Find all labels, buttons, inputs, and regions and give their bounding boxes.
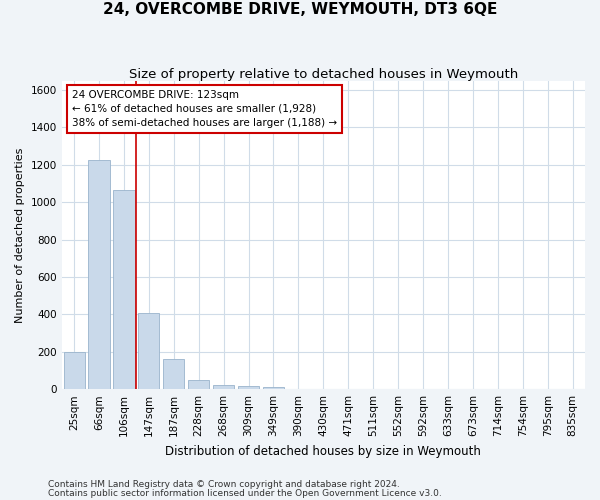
Text: Contains public sector information licensed under the Open Government Licence v3: Contains public sector information licen… (48, 488, 442, 498)
Bar (188, 380, 209, 389)
Text: 24 OVERCOMBE DRIVE: 123sqm
← 61% of detached houses are smaller (1,928)
38% of s: 24 OVERCOMBE DRIVE: 123sqm ← 61% of deta… (72, 90, 337, 128)
Y-axis label: Number of detached properties: Number of detached properties (15, 147, 25, 322)
Bar (238, 386, 259, 389)
Bar (138, 314, 160, 389)
Bar (113, 190, 134, 389)
Bar (88, 160, 110, 389)
Bar (213, 386, 234, 389)
Bar (263, 388, 284, 389)
Text: 24, OVERCOMBE DRIVE, WEYMOUTH, DT3 6QE: 24, OVERCOMBE DRIVE, WEYMOUTH, DT3 6QE (103, 2, 497, 18)
Title: Size of property relative to detached houses in Weymouth: Size of property relative to detached ho… (129, 68, 518, 80)
Text: Contains HM Land Registry data © Crown copyright and database right 2024.: Contains HM Land Registry data © Crown c… (48, 480, 400, 489)
Bar (64, 352, 85, 389)
X-axis label: Distribution of detached houses by size in Weymouth: Distribution of detached houses by size … (166, 444, 481, 458)
Bar (163, 359, 184, 389)
